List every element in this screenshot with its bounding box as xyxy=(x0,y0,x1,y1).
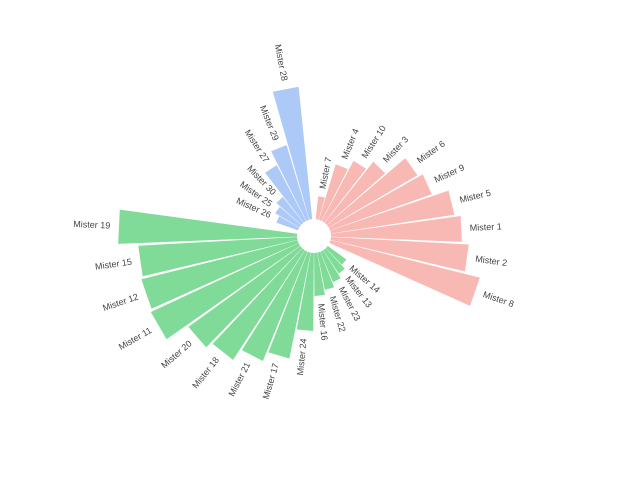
bar-label: Mister 15 xyxy=(94,257,132,272)
bar xyxy=(314,252,325,296)
bar xyxy=(324,161,386,225)
bar xyxy=(241,250,308,361)
bar xyxy=(320,250,341,283)
bar xyxy=(317,251,335,290)
bar-label: Mister 27 xyxy=(243,128,271,165)
bar xyxy=(276,196,304,225)
bar xyxy=(325,245,347,265)
bar xyxy=(330,190,455,234)
bar-label: Mister 6 xyxy=(415,139,447,166)
bar xyxy=(150,243,301,340)
bar xyxy=(326,158,418,228)
bar-label: Mister 1 xyxy=(470,221,502,233)
bar-label: Mister 21 xyxy=(227,361,253,398)
bar xyxy=(268,251,311,359)
bar xyxy=(265,165,307,223)
bar-label: Mister 17 xyxy=(261,362,281,400)
bar-label: Mister 11 xyxy=(117,325,153,352)
bar-label: Mister 5 xyxy=(458,188,491,205)
bar-label: Mister 8 xyxy=(482,289,516,309)
bar xyxy=(315,196,325,220)
bar xyxy=(188,245,303,348)
bar xyxy=(296,252,314,331)
bar-label: Mister 29 xyxy=(258,104,281,142)
bar-label: Mister 18 xyxy=(190,355,221,390)
bar xyxy=(272,86,313,220)
bar xyxy=(275,206,302,228)
bar xyxy=(329,240,480,306)
bar xyxy=(138,236,298,277)
bar-label: Mister 2 xyxy=(475,254,508,268)
bar xyxy=(330,236,469,272)
bar xyxy=(271,145,310,221)
bar-label: Mister 9 xyxy=(433,162,466,184)
bar-label: Mister 16 xyxy=(316,303,329,341)
bar-label: Mister 4 xyxy=(340,127,361,160)
bar xyxy=(212,248,305,360)
bar xyxy=(318,164,348,221)
bar xyxy=(330,216,462,242)
bar xyxy=(141,240,299,309)
bar-label: Mister 28 xyxy=(273,43,290,81)
bar-label: Mister 20 xyxy=(159,338,194,370)
bar xyxy=(276,216,300,231)
bar xyxy=(323,248,345,274)
bar-label: Mister 12 xyxy=(101,292,139,314)
bar xyxy=(321,160,367,223)
bar xyxy=(328,174,432,231)
bar-label: Mister 19 xyxy=(73,219,110,231)
bar-label: Mister 24 xyxy=(295,338,308,376)
bar xyxy=(118,209,298,244)
